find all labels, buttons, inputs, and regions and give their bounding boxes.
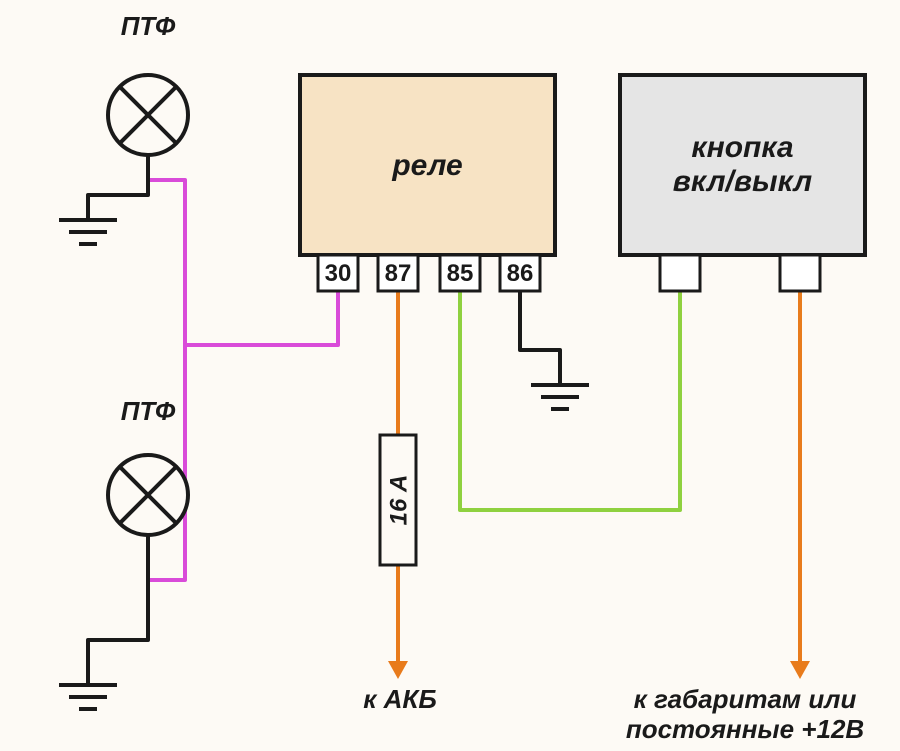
switch-label-2: вкл/выкл [673,165,813,198]
switch-label-1: кнопка [691,131,793,164]
lamp1-label: ПТФ [121,11,176,41]
switch-terminal-2 [780,255,820,291]
wiring-diagram: ПТФ ПТФ реле 30 87 85 86 кнопкавкл/выкл 16 А к АК… [0,0,900,751]
lamp2-label: ПТФ [121,396,176,426]
arrow-12v-label-1: к габаритам или [634,684,857,714]
relay-terminal-86-label: 86 [507,260,534,287]
relay-terminal-87-label: 87 [385,260,412,287]
relay-label: реле [391,149,462,182]
arrow-batt-label: к АКБ [363,684,437,714]
arrow-12v-label-2: постоянные +12В [626,714,864,744]
relay-terminal-85-label: 85 [447,260,474,287]
fuse-label: 16 А [385,475,412,526]
switch-terminal-1 [660,255,700,291]
relay-terminal-30-label: 30 [325,260,352,287]
